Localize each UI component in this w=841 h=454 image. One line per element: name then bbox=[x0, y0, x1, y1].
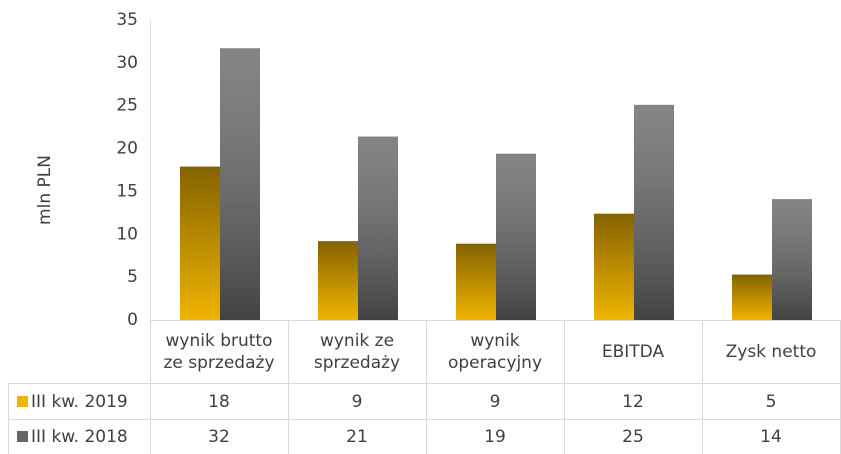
x-tick-label: Zysk netto bbox=[725, 342, 817, 362]
bar-shade bbox=[220, 48, 260, 321]
bar-shade bbox=[318, 241, 358, 320]
y-axis-title: mln PLN bbox=[35, 155, 55, 225]
y-tick-label: 35 bbox=[116, 10, 138, 30]
y-tick-label: 15 bbox=[116, 181, 138, 201]
table-cell: 18 bbox=[208, 392, 230, 412]
x-tick-label: EBITDA bbox=[601, 342, 665, 362]
legend-swatch bbox=[17, 431, 28, 442]
y-tick-label: 30 bbox=[116, 53, 138, 73]
bar-shade bbox=[634, 104, 674, 320]
y-tick-label: 5 bbox=[127, 267, 138, 287]
y-tick-label: 25 bbox=[116, 96, 138, 116]
table-cell: 32 bbox=[208, 427, 230, 447]
x-tick-label: wynik operacyjny bbox=[447, 331, 543, 373]
bar-shade bbox=[496, 153, 536, 320]
table-cell: 14 bbox=[760, 427, 782, 447]
bar-shade bbox=[358, 136, 398, 320]
x-tick-label: wynik brutto ze sprzedaży bbox=[163, 331, 275, 373]
bar-shade bbox=[732, 274, 772, 320]
table-cell: 21 bbox=[346, 427, 368, 447]
table-cell: 9 bbox=[352, 392, 363, 412]
y-tick-label: 0 bbox=[127, 310, 138, 330]
x-tick-label: wynik ze sprzedaży bbox=[313, 331, 401, 373]
table-cell: 25 bbox=[622, 427, 644, 447]
bar-shade bbox=[594, 213, 634, 320]
y-tick-label: 10 bbox=[116, 224, 138, 244]
table-cell: 19 bbox=[484, 427, 506, 447]
bar-shade bbox=[180, 166, 220, 320]
legend-swatch bbox=[17, 396, 28, 407]
table-cell: 9 bbox=[490, 392, 501, 412]
bar-shade bbox=[772, 199, 812, 320]
bar-shade bbox=[456, 243, 496, 320]
legend-label: III kw. 2019 bbox=[31, 392, 128, 412]
y-tick-label: 20 bbox=[116, 139, 138, 159]
table-cell: 5 bbox=[766, 392, 777, 412]
legend-label: III kw. 2018 bbox=[31, 427, 128, 447]
table-cell: 12 bbox=[622, 392, 644, 412]
